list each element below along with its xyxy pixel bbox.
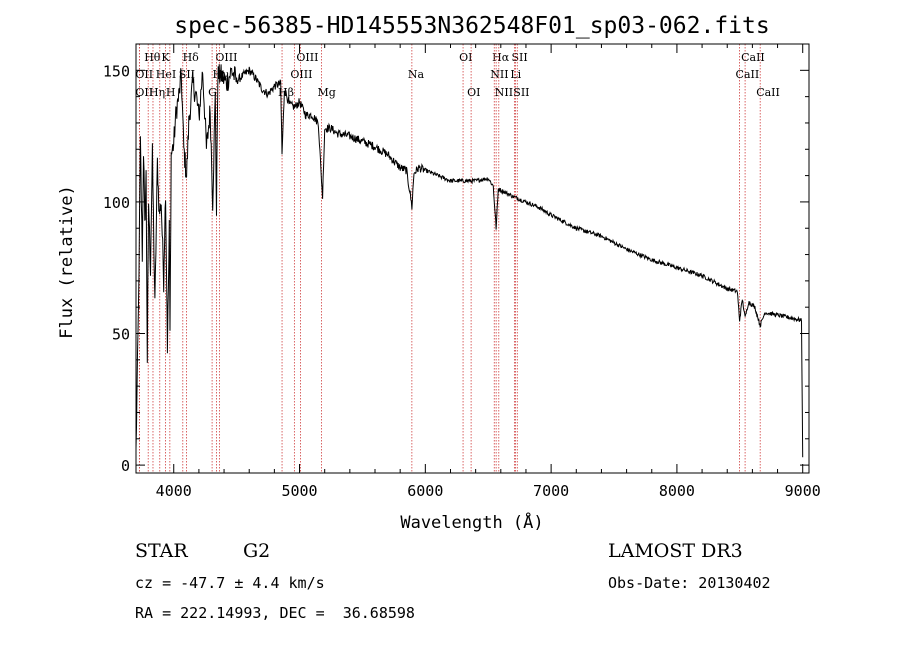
- marker-label-23: NII: [495, 86, 513, 99]
- chart-title: spec-56385-HD145553N362548F01_sp03-062.f…: [174, 13, 769, 39]
- x-tick-label-4000: 4000: [156, 482, 192, 500]
- marker-label-19: Hα: [492, 51, 510, 64]
- marker-label-22: Li: [510, 68, 521, 81]
- spectrum-line: [135, 64, 804, 458]
- marker-label-4: K: [161, 51, 170, 64]
- redshift-value: cz = -47.7 ± 4.4 km/s: [135, 574, 325, 592]
- marker-label-13: OIII: [290, 68, 312, 81]
- marker-label-7: Hδ: [183, 51, 200, 64]
- marker-label-21: NII: [490, 68, 508, 81]
- x-tick-label-7000: 7000: [533, 482, 569, 500]
- marker-label-6: H: [166, 86, 176, 99]
- x-axis-label: Wavelength (Å): [400, 511, 543, 533]
- x-tick-label-8000: 8000: [659, 482, 695, 500]
- marker-label-26: CaII: [736, 68, 760, 81]
- marker-label-17: OI: [459, 51, 472, 64]
- marker-label-9: OIII: [215, 51, 237, 64]
- marker-label-8: SII: [179, 68, 195, 81]
- x-tick-label-9000: 9000: [785, 482, 821, 500]
- marker-label-15: Mg: [318, 86, 336, 99]
- y-tick-label-100: 100: [103, 194, 130, 212]
- coordinates: RA = 222.14993, DEC = 36.68598: [135, 604, 415, 622]
- marker-label-12: OIII: [296, 51, 318, 64]
- observation-date: Obs-Date: 20130402: [608, 574, 771, 592]
- marker-label-24: SII: [513, 86, 529, 99]
- marker-label-0: Hθ: [144, 51, 161, 64]
- marker-label-20: SII: [512, 51, 528, 64]
- y-axis: 0 50 100 150: [103, 62, 809, 475]
- marker-label-27: CaII: [756, 86, 780, 99]
- survey-name: LAMOST DR3: [608, 540, 743, 562]
- marker-label-2: OII: [135, 86, 153, 99]
- y-tick-label-150: 150: [103, 62, 130, 80]
- marker-label-5: HeI: [156, 68, 176, 81]
- marker-label-3: Hη: [149, 86, 165, 99]
- x-tick-label-5000: 5000: [281, 482, 317, 500]
- x-axis: 4000 5000 6000 7000 8000 9000: [156, 44, 821, 500]
- object-class: STAR: [135, 540, 188, 562]
- subclass: G2: [243, 540, 271, 562]
- marker-label-1: OII: [135, 68, 153, 81]
- y-tick-label-0: 0: [121, 457, 130, 475]
- x-tick-label-6000: 6000: [407, 482, 443, 500]
- marker-label-25: CaII: [741, 51, 765, 64]
- y-axis-label: Flux (relative): [57, 185, 77, 339]
- plot-frame: [135, 43, 810, 474]
- y-tick-label-50: 50: [112, 326, 130, 344]
- marker-label-18: OI: [467, 86, 480, 99]
- marker-label-11: G: [208, 86, 217, 99]
- marker-label-16: Na: [408, 68, 425, 81]
